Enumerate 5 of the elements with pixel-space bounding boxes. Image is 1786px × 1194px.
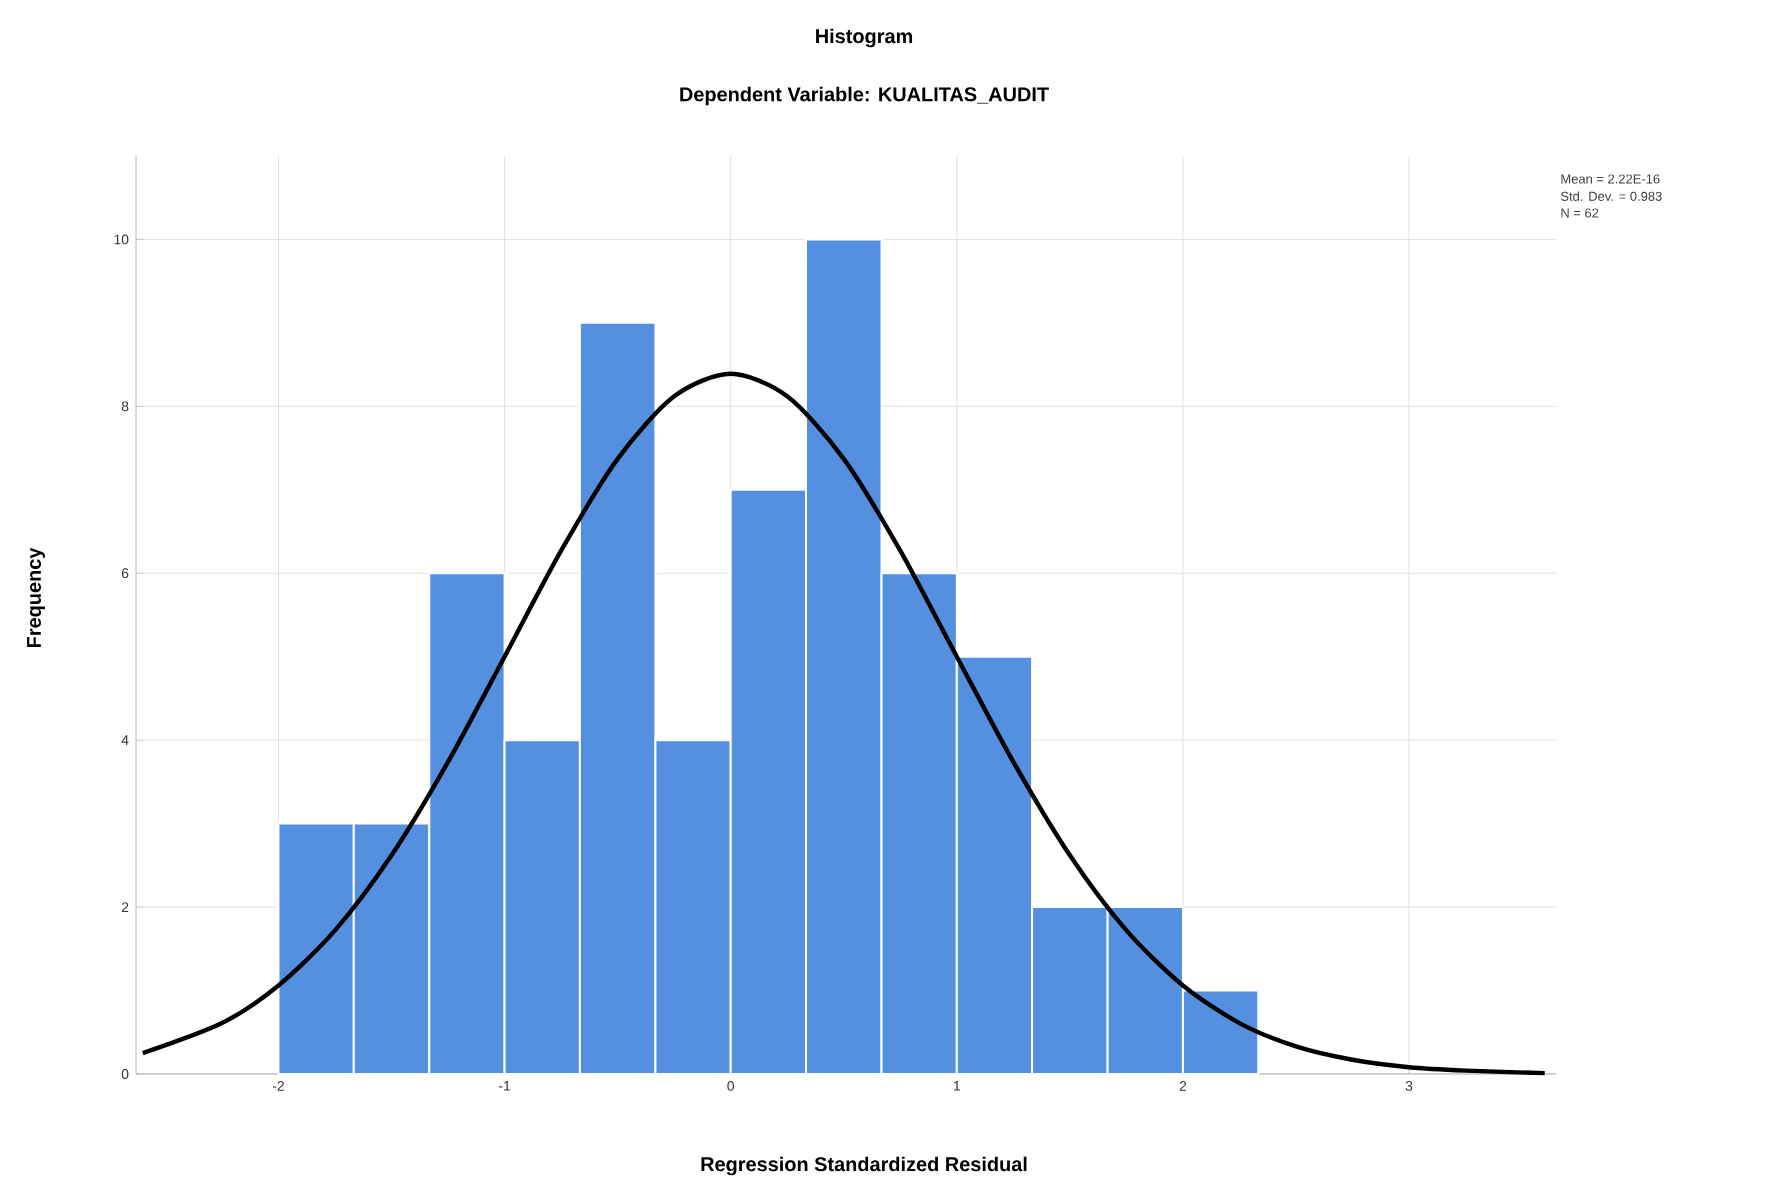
y-axis-title: Frequency — [27, 547, 45, 648]
line-series — [140, 371, 1547, 1076]
chart-subtitle: Dependent Variable: KUALITAS_AUDIT — [680, 86, 1049, 106]
chart-title: Histogram — [816, 28, 913, 48]
x-axis-title: Regression Standardized Residual — [701, 1156, 1027, 1176]
